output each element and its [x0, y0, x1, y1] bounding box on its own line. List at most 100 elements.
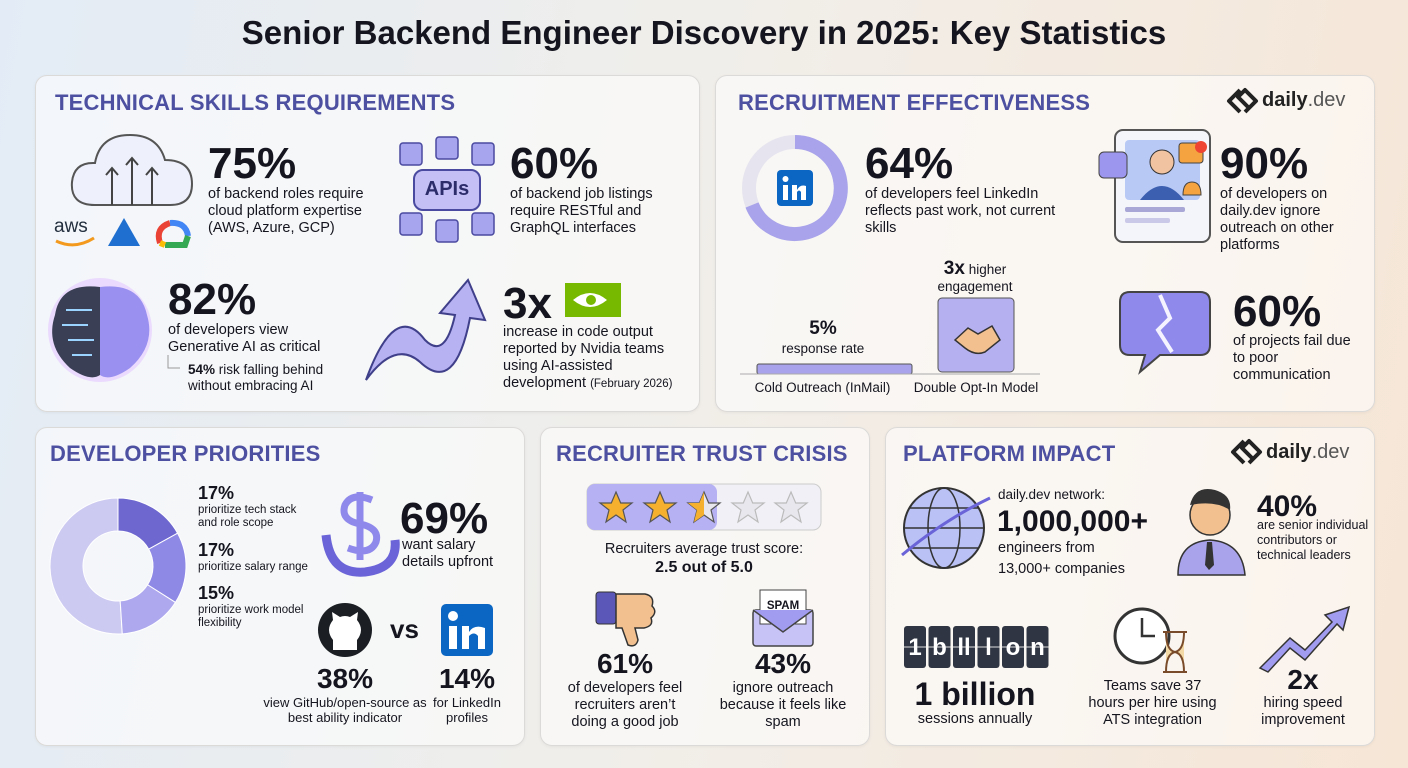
icons [740, 129, 1211, 375]
section-heading: RECRUITER TRUST CRISIS [556, 441, 848, 466]
stat-text: ignore outreach because it feels like sp… [719, 680, 847, 730]
decoration [752, 609, 814, 633]
decoration [1231, 439, 1262, 465]
stat-value: 64% [865, 139, 954, 188]
decoration [1098, 151, 1128, 179]
brand-icon [1227, 88, 1262, 465]
decoration [1195, 141, 1207, 153]
decoration [1149, 149, 1175, 175]
stat-value: 69% [400, 494, 489, 543]
growth-arrow [365, 278, 487, 381]
panel [715, 75, 1375, 412]
note-text: risk falling behind without embracing AI [188, 362, 324, 393]
decoration [1125, 207, 1185, 212]
stars [598, 490, 809, 524]
panel [540, 427, 870, 746]
note-value: 54% [188, 362, 216, 377]
decoration [449, 626, 457, 649]
decoration [688, 492, 704, 522]
decoration [471, 142, 495, 166]
stat-text: of developers on daily.dev ignore outrea… [1220, 186, 1334, 253]
comparison-bar [756, 363, 913, 375]
donut-label-text: prioritize tech stack and role scope [198, 504, 297, 529]
score-value: 2.5 out of 5.0 [655, 559, 753, 576]
stat-text: want salary details upfront [402, 537, 494, 570]
decoration [1125, 218, 1170, 223]
cloud-arrows [105, 156, 159, 205]
decoration [1140, 618, 1155, 638]
hourglass [1163, 631, 1187, 673]
versus: vs [390, 614, 419, 644]
donut-label-value: 15% [198, 583, 235, 603]
handshake-icon [953, 324, 1001, 355]
bar-label: Double Opt-In Model [913, 380, 1039, 395]
hand-icon [321, 534, 400, 577]
stat-text: of developers feel LinkedIn reflects pas… [865, 186, 1056, 236]
stat-value: 38% [316, 663, 374, 694]
stat-value: 2x [1287, 664, 1319, 695]
section-heading: DEVELOPER PRIORITIES [50, 441, 321, 466]
brand-name: daily [1266, 441, 1312, 463]
aws-logo: aws [54, 216, 88, 237]
stat-value: 40% [1257, 490, 1318, 523]
flip-digit: 1 [908, 634, 921, 661]
decoration [435, 219, 459, 243]
bar-text: response rate [781, 341, 865, 356]
bar-text: 3x higher [905, 258, 1045, 279]
stat-text: are senior individual contributors or te… [1257, 518, 1369, 562]
decoration [165, 235, 191, 248]
decoration [399, 212, 423, 236]
gcp-logo [155, 219, 191, 248]
decoration [105, 156, 159, 205]
decoration [792, 185, 806, 200]
decoration [1205, 542, 1214, 570]
ring-arc [745, 135, 848, 241]
bar-text-1: higher [968, 262, 1007, 277]
donut-segment [119, 584, 177, 635]
api-cubes [399, 136, 495, 243]
section-heading: TECHNICAL SKILLS REQUIREMENTS [55, 90, 456, 115]
ats-text: Teams save 37 hours per hire using ATS i… [1088, 678, 1217, 728]
decoration [1140, 186, 1184, 200]
flip-digit: ll [957, 634, 970, 661]
stat-value: 14% [438, 663, 496, 694]
flip-digit: l [985, 634, 992, 661]
stat-value: 82% [168, 275, 257, 324]
donut-label-value: 17% [198, 540, 235, 560]
brand: daily.dev [1262, 89, 1345, 112]
decoration [642, 490, 678, 524]
decoration [901, 487, 991, 569]
api-label: APIs [424, 178, 470, 200]
bar-value: 5% [809, 318, 837, 339]
growth-arrow [1258, 605, 1351, 673]
icons: 1 b ll l o n [901, 487, 1351, 673]
stat-text-main: increase in code output reported by Nvid… [503, 324, 665, 391]
decoration [169, 219, 191, 237]
nvidia-eye [586, 295, 596, 305]
crack [1155, 294, 1174, 354]
network-label: daily.dev network: [998, 487, 1106, 502]
bar-text-2: engagement [937, 279, 1013, 294]
note-connector [167, 355, 180, 369]
engineers-count: 1,000,000+ [997, 505, 1148, 538]
stat-value: 1 billion [914, 676, 1036, 712]
stat-text: hiring speed improvement [1261, 695, 1345, 728]
flip-counter: 1 b ll l o n [904, 626, 1049, 668]
stat-value: 90% [1220, 139, 1309, 188]
decoration [471, 212, 495, 236]
decoration [399, 142, 423, 166]
donut-chart [49, 497, 187, 635]
decoration [1182, 181, 1202, 196]
stat-text: view GitHub/open-source as best ability … [263, 695, 427, 725]
decoration [435, 136, 459, 160]
speech-bubble [1119, 291, 1211, 375]
panel [885, 427, 1375, 746]
panel [35, 75, 700, 412]
flip-digit: n [1030, 634, 1045, 661]
section-heading: RECRUITMENT EFFECTIVENESS [738, 90, 1091, 115]
decoration [329, 612, 361, 650]
decoration [158, 240, 167, 248]
decoration [598, 490, 634, 524]
bar-value: 3x [943, 258, 965, 279]
